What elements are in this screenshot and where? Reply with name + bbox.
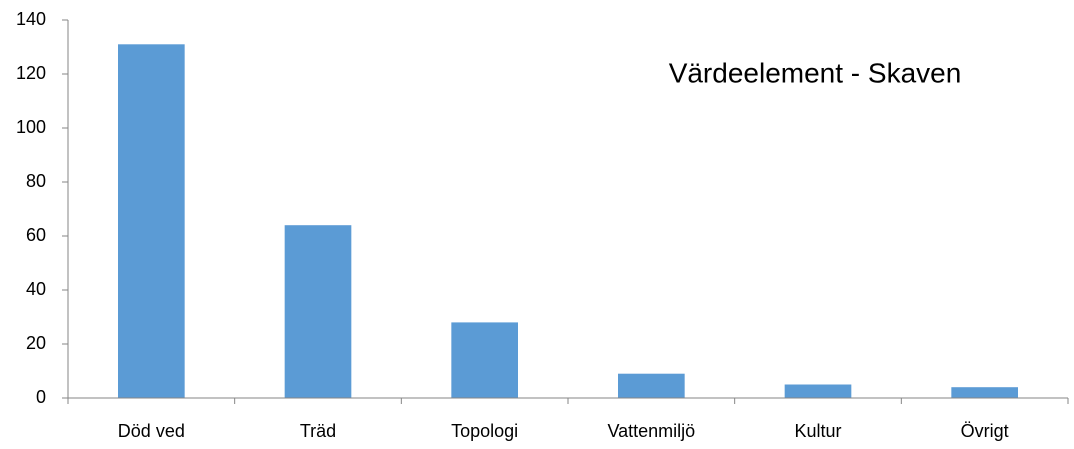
x-tick-label: Kultur [794, 421, 841, 441]
x-tick-label: Död ved [118, 421, 185, 441]
x-tick-label: Topologi [451, 421, 518, 441]
x-tick-label: Övrigt [961, 421, 1009, 441]
x-tick-label: Vattenmiljö [607, 421, 695, 441]
bar [451, 322, 518, 398]
bar [118, 44, 185, 399]
bar [784, 384, 852, 398]
bar [284, 225, 352, 398]
y-tick-label: 20 [26, 333, 46, 353]
y-tick-label: 40 [26, 279, 46, 299]
bar [618, 373, 685, 398]
y-tick-label: 100 [16, 117, 46, 137]
chart-title: Värdeelement - Skaven [669, 57, 962, 88]
y-tick-label: 80 [26, 171, 46, 191]
y-tick-label: 120 [16, 63, 46, 83]
y-tick-label: 140 [16, 9, 46, 29]
y-tick-label: 0 [36, 387, 46, 407]
x-tick-label: Träd [300, 421, 336, 441]
bar [951, 387, 1018, 398]
y-tick-label: 60 [26, 225, 46, 245]
